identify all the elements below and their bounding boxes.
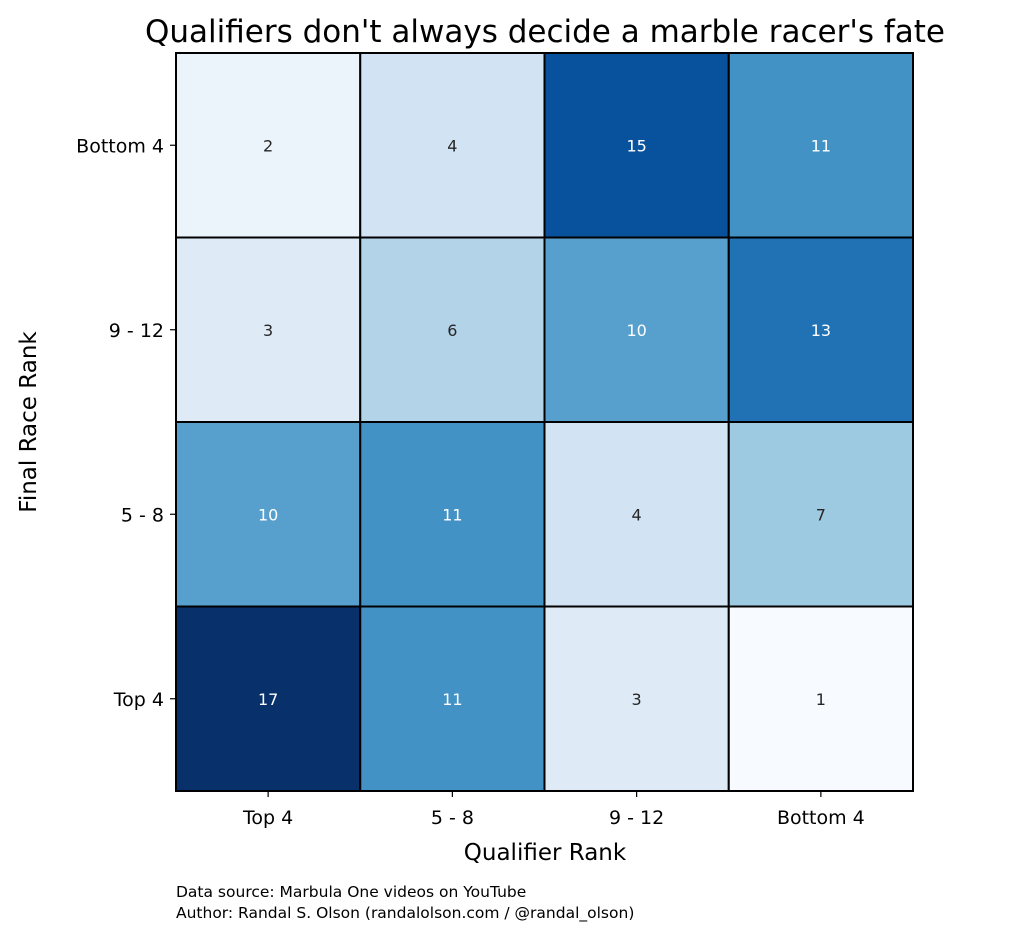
cell-value-label: 15 (626, 136, 646, 155)
y-tick-label: 5 - 8 (121, 504, 164, 526)
x-tick-label: 9 - 12 (609, 807, 664, 829)
cell-value-label: 10 (258, 505, 278, 524)
x-axis-label: Qualifier Rank (464, 840, 627, 866)
cell-value-label: 10 (626, 321, 646, 340)
x-tick-label: Bottom 4 (777, 807, 865, 829)
heatmap-cell (359, 605, 546, 792)
cell-value-label: 13 (811, 321, 831, 340)
chart-title: Qualifiers don't always decide a marble … (145, 14, 945, 50)
heatmap-cell (359, 52, 546, 239)
cell-value-label: 17 (258, 690, 278, 709)
heatmap-cell (175, 605, 362, 792)
y-tick-label: 9 - 12 (109, 320, 164, 342)
footer-source: Data source: Marbula One videos on YouTu… (176, 883, 527, 901)
heatmap-cell (727, 605, 914, 792)
cell-value-label: 1 (816, 690, 826, 709)
cell-value-label: 3 (263, 321, 273, 340)
heatmap-cell (175, 236, 362, 423)
heatmap-cell (727, 52, 914, 239)
heatmap-cell (543, 52, 730, 239)
y-axis-label: Final Race Rank (16, 331, 42, 513)
cell-value-label: 7 (816, 505, 826, 524)
y-tick-label: Bottom 4 (76, 135, 164, 157)
cell-value-label: 6 (447, 321, 457, 340)
cell-value-label: 11 (442, 505, 462, 524)
cell-value-label: 4 (447, 136, 457, 155)
x-tick-label: Top 4 (242, 807, 293, 829)
heatmap-cell (359, 236, 546, 423)
footer-author: Author: Randal S. Olson (randalolson.com… (176, 904, 635, 922)
cell-value-label: 4 (632, 505, 642, 524)
heatmap-cell (175, 52, 362, 239)
cell-value-label: 11 (811, 136, 831, 155)
x-tick-label: 5 - 8 (431, 807, 474, 829)
cell-value-label: 3 (632, 690, 642, 709)
heatmap-cell (359, 421, 546, 608)
heatmap-cell (727, 421, 914, 608)
cell-value-label: 11 (442, 690, 462, 709)
heatmap-cell (543, 605, 730, 792)
y-tick-label: Top 4 (113, 689, 164, 711)
cell-value-label: 2 (263, 136, 273, 155)
heatmap-cell (727, 236, 914, 423)
